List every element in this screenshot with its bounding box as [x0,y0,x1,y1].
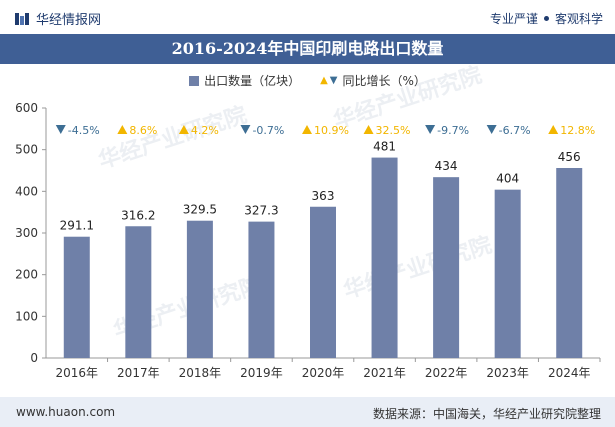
y-tick-label: 100 [15,309,38,323]
bar [494,189,521,358]
bar-chart: 0 100 200 300 400 500 600 291.1 2016年 -4.5% 316.2 2… [15,101,601,380]
slogan-dot-icon [543,16,549,21]
top-bar: 华经情报网 专业严谨 客观科学 [0,0,615,34]
bar [371,157,398,358]
legend-growth-label: 同比增长（%） [342,74,426,88]
growth-label: -0.7% [252,124,284,137]
x-tick-label: 2023年 [486,366,529,380]
footer-url: www.huaon.com [16,405,116,419]
growth-down-triangle-icon [55,125,66,134]
growth-label: -9.7% [437,124,469,137]
bar [433,177,460,358]
growth-label: 10.9% [314,124,349,137]
legend-bar-label: 出口数量（亿块） [204,74,301,88]
legend-item-bar: 出口数量（亿块） [189,72,300,89]
triangle-up-icon: ▲ [320,75,328,86]
bar-value-label: 316.2 [121,208,155,222]
chart-title: 2016-2024年中国印刷电路出口数量 [0,34,615,64]
slogan: 专业严谨 客观科学 [490,10,603,27]
growth-label: 32.5% [376,124,411,137]
bar-value-label: 434 [435,159,458,173]
x-tick-label: 2018年 [179,366,222,380]
bar [125,226,152,358]
growth-label: 4.2% [191,124,219,137]
growth-up-triangle-icon [117,125,128,134]
y-tick-label: 200 [15,268,38,282]
chart-legend: 出口数量（亿块） ▲ ▼ 同比增长（%） [0,72,615,89]
huajing-logo-icon [15,12,29,25]
x-tick-label: 2016年 [56,366,99,380]
bar [186,220,213,358]
legend-bar-swatch-icon [189,75,200,86]
slogan-left: 专业严谨 [489,12,538,26]
triangle-down-icon: ▼ [329,75,338,86]
y-tick-label: 400 [15,184,38,198]
growth-down-triangle-icon [425,125,436,134]
bar [556,168,583,358]
y-tick-label: 300 [15,226,38,240]
growth-label: 12.8% [560,124,595,137]
slogan-right: 客观科学 [554,12,603,26]
bar-value-label: 481 [373,140,396,154]
brand: 华经情报网 [14,9,101,28]
brand-name: 华经情报网 [36,13,102,28]
bar [248,221,275,358]
x-tick-label: 2022年 [425,366,468,380]
growth-down-triangle-icon [486,125,497,134]
y-tick-label: 600 [15,101,38,115]
x-tick-label: 2021年 [363,366,406,380]
bar-value-label: 329.5 [183,203,217,217]
y-tick-label: 500 [15,143,38,157]
growth-label: -4.5% [68,124,100,137]
x-tick-label: 2024年 [548,366,591,380]
x-tick-label: 2020年 [302,366,345,380]
footer-source: 数据来源：中国海关，华经产业研究院整理 [372,407,601,421]
growth-label: -6.7% [499,124,531,137]
footer: www.huaon.com 数据来源：中国海关，华经产业研究院整理 [0,397,615,427]
growth-up-triangle-icon [363,125,374,134]
growth-up-triangle-icon [302,125,312,134]
bar-value-label: 456 [558,150,581,164]
bar-value-label: 291.1 [60,219,94,233]
x-tick-label: 2019年 [240,366,283,380]
growth-label: 8.6% [129,124,157,137]
bar [310,206,336,358]
x-tick-label: 2017年 [117,366,160,380]
y-tick-label: 0 [30,351,38,365]
bar [63,236,90,358]
bar-value-label: 327.3 [244,204,278,218]
growth-down-triangle-icon [240,125,251,134]
growth-up-triangle-icon [178,125,189,134]
legend-item-growth: ▲ ▼ 同比增长（%） [320,72,426,89]
growth-up-triangle-icon [548,125,559,134]
bar-value-label: 363 [312,189,335,203]
bar-value-label: 404 [496,172,519,186]
